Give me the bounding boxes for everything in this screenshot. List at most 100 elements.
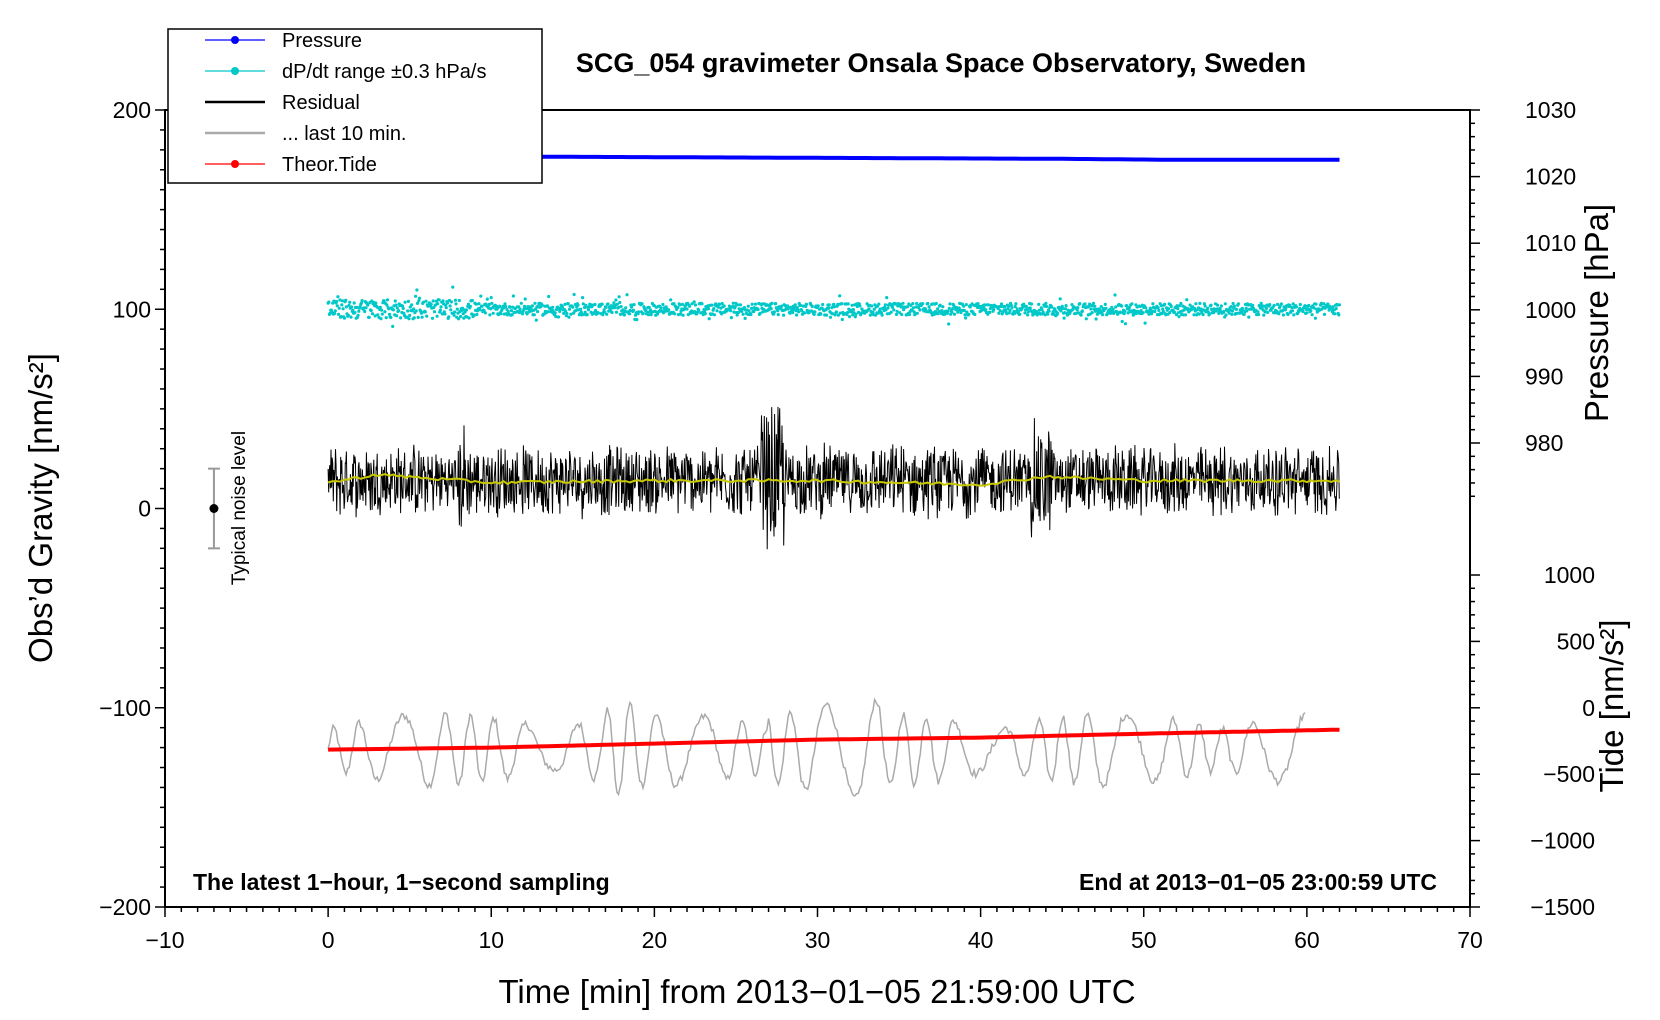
dpdt-point	[840, 302, 844, 306]
dpdt-point	[602, 308, 606, 312]
dpdt-point	[393, 299, 397, 303]
pressure-tick-label: 990	[1525, 363, 1563, 389]
dpdt-point	[776, 313, 780, 317]
dpdt-point	[436, 302, 440, 306]
dpdt-point	[440, 312, 444, 316]
dpdt-point	[521, 312, 525, 316]
dpdt-point	[672, 302, 676, 306]
series-theor-tide	[328, 727, 1340, 752]
dpdt-point	[1290, 309, 1295, 313]
dpdt-point	[403, 300, 407, 304]
dpdt-point	[455, 307, 459, 311]
y-axis-pressure: 1030 1020 1010 1000 990 980	[1470, 97, 1576, 498]
dpdt-point	[1222, 309, 1226, 313]
y-tick-label: −200	[99, 894, 151, 920]
dpdt-point	[1094, 317, 1098, 321]
dpdt-point	[1231, 301, 1235, 306]
dpdt-point	[488, 313, 492, 317]
dpdt-point	[680, 302, 685, 306]
dpdt-point	[867, 307, 871, 311]
dpdt-point	[567, 315, 571, 319]
dpdt-point	[880, 313, 884, 317]
dpdt-point	[536, 310, 540, 314]
y-tick-label: −100	[99, 695, 151, 721]
dpdt-point	[480, 304, 484, 308]
dpdt-point	[828, 315, 833, 319]
dpdt-point	[1147, 312, 1151, 316]
dpdt-point	[941, 305, 945, 309]
dpdt-point	[1185, 298, 1189, 302]
dpdt-point	[678, 312, 683, 316]
dpdt-point	[378, 305, 382, 309]
dpdt-point	[415, 288, 419, 292]
dpdt-point	[391, 324, 395, 328]
dpdt-point	[756, 307, 760, 312]
dpdt-point	[467, 316, 471, 320]
dpdt-point	[1227, 311, 1231, 315]
dpdt-point	[1288, 303, 1292, 307]
dpdt-point	[367, 315, 371, 319]
dpdt-point	[395, 314, 399, 318]
tide-tick-label: −1500	[1530, 894, 1595, 920]
dpdt-point	[569, 312, 573, 316]
dpdt-point	[827, 303, 831, 307]
dpdt-point	[447, 315, 451, 319]
dpdt-point	[477, 302, 481, 306]
dpdt-point	[1242, 312, 1246, 316]
dpdt-point	[1127, 305, 1131, 310]
dpdt-point	[1071, 308, 1075, 312]
dpdt-point	[1070, 303, 1074, 307]
dpdt-point	[478, 308, 482, 312]
dpdt-point	[681, 313, 685, 317]
dpdt-point	[359, 301, 363, 305]
dpdt-point	[999, 304, 1003, 309]
dpdt-point	[444, 303, 448, 307]
dpdt-point	[959, 310, 963, 315]
dpdt-point	[688, 304, 692, 308]
dpdt-point	[532, 313, 536, 317]
dpdt-point	[490, 301, 494, 305]
x-tick-label: 60	[1294, 927, 1320, 953]
dpdt-point	[1305, 311, 1309, 315]
dpdt-point	[551, 309, 555, 313]
dpdt-point	[1003, 305, 1007, 309]
dpdt-point	[360, 299, 364, 303]
dpdt-point	[509, 309, 514, 313]
dpdt-point	[877, 302, 881, 306]
dpdt-point	[1005, 312, 1009, 316]
dpdt-point	[686, 313, 690, 317]
dpdt-point	[340, 299, 345, 303]
dpdt-point	[615, 302, 619, 306]
dpdt-point	[594, 308, 598, 313]
dpdt-point	[356, 313, 360, 317]
dpdt-point	[1266, 310, 1270, 314]
dpdt-point	[676, 305, 680, 310]
dpdt-point	[453, 298, 457, 302]
dpdt-point	[600, 302, 604, 306]
dpdt-point	[1322, 312, 1327, 316]
dpdt-point	[540, 303, 544, 307]
dpdt-point	[1144, 306, 1148, 310]
dpdt-point	[581, 302, 585, 306]
dpdt-point	[693, 310, 697, 314]
dpdt-point	[534, 318, 538, 322]
dpdt-point	[632, 303, 636, 307]
dpdt-point	[1209, 303, 1213, 307]
dpdt-point	[1008, 309, 1012, 313]
dpdt-point	[596, 311, 600, 315]
dpdt-point	[1259, 301, 1263, 305]
dpdt-point	[774, 302, 778, 306]
x-tick-label: 0	[322, 927, 335, 953]
dpdt-point	[603, 310, 607, 314]
dpdt-point	[851, 308, 856, 312]
tide-tick-label: −500	[1543, 761, 1595, 787]
dpdt-point	[380, 308, 384, 312]
dpdt-point	[394, 303, 398, 307]
dpdt-point	[1203, 304, 1207, 308]
dpdt-point	[606, 302, 610, 306]
dpdt-point	[1007, 311, 1011, 315]
dpdt-point	[758, 311, 762, 315]
noise-label: Typical noise level	[229, 431, 250, 585]
dpdt-point	[804, 302, 809, 306]
tide-tick-label: 500	[1557, 628, 1595, 654]
